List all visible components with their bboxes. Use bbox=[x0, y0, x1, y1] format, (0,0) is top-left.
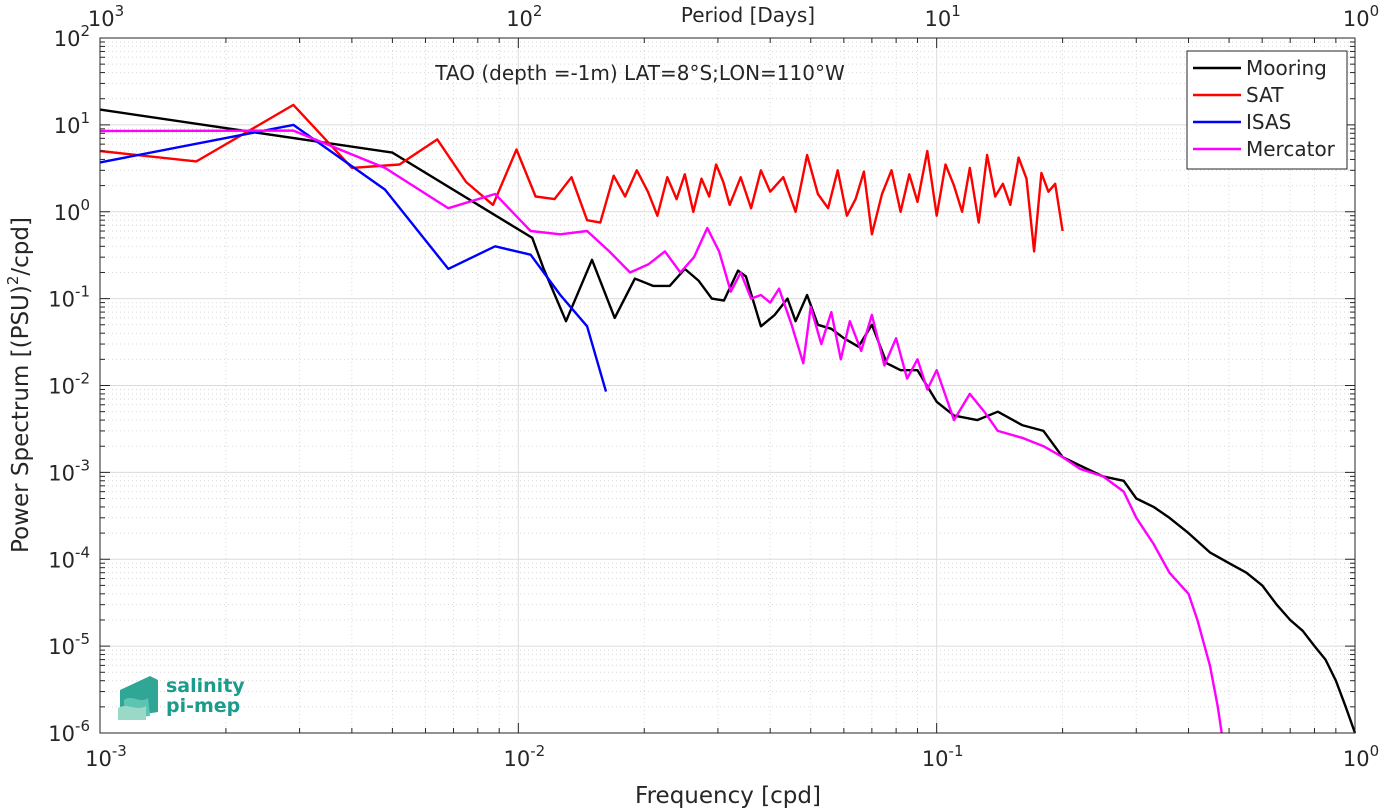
x-tick-label: 100 bbox=[1343, 742, 1379, 771]
y-tick-label: 10-2 bbox=[48, 370, 90, 399]
series-layer bbox=[99, 103, 1357, 734]
legend-label-sat: SAT bbox=[1246, 83, 1284, 107]
y-axis-label: Power Spectrum [(PSU)2/cpd] bbox=[4, 217, 34, 553]
x-tick-label: 10-3 bbox=[85, 742, 127, 771]
legend-label-mooring: Mooring bbox=[1246, 56, 1327, 80]
y-tick-label: 10-4 bbox=[48, 543, 90, 572]
series-line-isas bbox=[99, 123, 608, 392]
y-tick-label: 10-1 bbox=[48, 283, 90, 312]
x-tick-label: 10-2 bbox=[503, 742, 545, 771]
series-line-mercator bbox=[99, 129, 1223, 734]
x-tick-label: 10-1 bbox=[922, 742, 964, 771]
chart-title: TAO (depth =-1m) LAT=8°S;LON=110°W bbox=[434, 61, 845, 85]
y-tick-label: 10-6 bbox=[48, 717, 90, 746]
major-grid bbox=[99, 37, 1356, 734]
salinity-pi-mep-logo: salinity pi-mep bbox=[118, 675, 245, 720]
y-axis-label-sup: 2 bbox=[4, 276, 22, 286]
legend-label-mercator: Mercator bbox=[1246, 137, 1336, 161]
y-axis-label-tail: /cpd] bbox=[8, 217, 34, 276]
y-tick-label: 10-5 bbox=[48, 630, 90, 659]
y-tick-label: 102 bbox=[54, 22, 90, 51]
y-tick-label: 100 bbox=[54, 196, 90, 225]
y-tick-label: 101 bbox=[54, 109, 90, 138]
series-line-sat bbox=[99, 103, 1064, 253]
x-axis-label: Frequency [cpd] bbox=[635, 783, 821, 809]
top-tick-label: 102 bbox=[506, 2, 542, 31]
logo-waves-icon bbox=[118, 676, 158, 720]
logo-text-salinity: salinity bbox=[166, 675, 245, 697]
logo-text-pi-mep: pi-mep bbox=[166, 695, 240, 717]
legend: Mooring SAT ISAS Mercator bbox=[1186, 50, 1348, 170]
y-axis-label-main: Power Spectrum [(PSU) bbox=[8, 285, 34, 553]
top-x-axis-label: Period [Days] bbox=[681, 3, 815, 27]
top-tick-label: 103 bbox=[88, 2, 124, 31]
y-tick-label: 10-3 bbox=[48, 456, 90, 485]
legend-label-isas: ISAS bbox=[1246, 110, 1291, 134]
top-tick-label: 101 bbox=[925, 2, 961, 31]
series-line-mooring bbox=[99, 108, 1357, 734]
top-tick-label: 100 bbox=[1343, 2, 1379, 31]
